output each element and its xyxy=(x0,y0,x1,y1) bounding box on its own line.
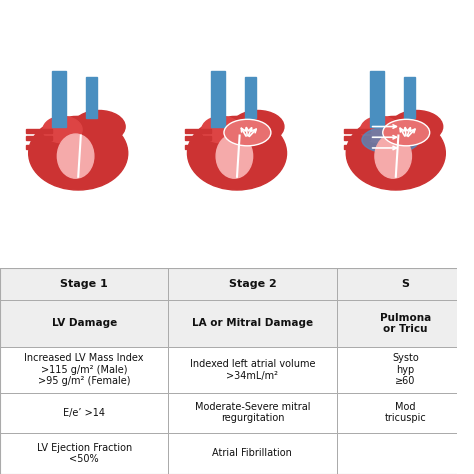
FancyBboxPatch shape xyxy=(185,136,211,140)
FancyBboxPatch shape xyxy=(403,77,415,118)
Ellipse shape xyxy=(391,110,443,143)
FancyBboxPatch shape xyxy=(344,145,370,149)
FancyBboxPatch shape xyxy=(370,71,384,127)
Bar xyxy=(0,347,168,392)
Bar xyxy=(168,347,337,392)
Bar xyxy=(168,433,337,474)
Bar xyxy=(0,392,168,433)
Ellipse shape xyxy=(43,116,82,143)
Ellipse shape xyxy=(73,110,125,143)
Bar xyxy=(168,268,337,300)
Bar xyxy=(0,300,168,347)
Text: Increased LV Mass Index
>115 g/m² (Male)
>95 g/m² (Female): Increased LV Mass Index >115 g/m² (Male)… xyxy=(24,353,144,386)
FancyBboxPatch shape xyxy=(26,129,52,133)
Text: Stage 2: Stage 2 xyxy=(228,279,276,289)
Text: Mod
tricuspic: Mod tricuspic xyxy=(384,402,426,423)
Text: Stage 1: Stage 1 xyxy=(60,279,108,289)
Ellipse shape xyxy=(375,134,411,178)
FancyBboxPatch shape xyxy=(211,71,225,127)
Bar xyxy=(337,300,474,347)
Ellipse shape xyxy=(57,134,94,178)
Ellipse shape xyxy=(232,110,284,143)
Text: LV Ejection Fraction
<50%: LV Ejection Fraction <50% xyxy=(36,443,132,464)
Text: LV Damage: LV Damage xyxy=(52,319,117,328)
Text: Atrial Fibrillation: Atrial Fibrillation xyxy=(212,448,292,458)
Bar xyxy=(0,433,168,474)
Bar xyxy=(457,268,474,474)
Ellipse shape xyxy=(187,116,286,190)
Ellipse shape xyxy=(361,116,400,143)
Ellipse shape xyxy=(346,116,445,190)
Text: Systo
hyp
≥60: Systo hyp ≥60 xyxy=(392,353,419,386)
FancyBboxPatch shape xyxy=(86,77,97,118)
Ellipse shape xyxy=(202,116,241,143)
Ellipse shape xyxy=(216,134,253,178)
FancyBboxPatch shape xyxy=(245,77,256,118)
FancyBboxPatch shape xyxy=(52,71,66,127)
Bar xyxy=(337,433,474,474)
Ellipse shape xyxy=(362,127,419,153)
FancyBboxPatch shape xyxy=(185,145,211,149)
FancyBboxPatch shape xyxy=(344,136,370,140)
FancyBboxPatch shape xyxy=(185,129,211,133)
Text: LA or Mitral Damage: LA or Mitral Damage xyxy=(192,319,313,328)
Text: Pulmona
or Tricu: Pulmona or Tricu xyxy=(380,313,431,334)
Bar xyxy=(168,392,337,433)
Bar xyxy=(0,268,168,300)
Bar xyxy=(337,392,474,433)
Circle shape xyxy=(224,119,271,146)
FancyBboxPatch shape xyxy=(26,136,52,140)
Bar xyxy=(337,268,474,300)
Bar xyxy=(168,300,337,347)
Bar xyxy=(337,347,474,392)
Text: Indexed left atrial volume
>34mL/m²: Indexed left atrial volume >34mL/m² xyxy=(190,359,315,381)
FancyBboxPatch shape xyxy=(26,145,52,149)
Text: E/e’ >14: E/e’ >14 xyxy=(63,408,105,418)
Ellipse shape xyxy=(29,116,128,190)
Text: S: S xyxy=(401,279,409,289)
FancyBboxPatch shape xyxy=(344,129,370,133)
Circle shape xyxy=(383,119,429,146)
Text: Moderate-Severe mitral
regurgitation: Moderate-Severe mitral regurgitation xyxy=(195,402,310,423)
